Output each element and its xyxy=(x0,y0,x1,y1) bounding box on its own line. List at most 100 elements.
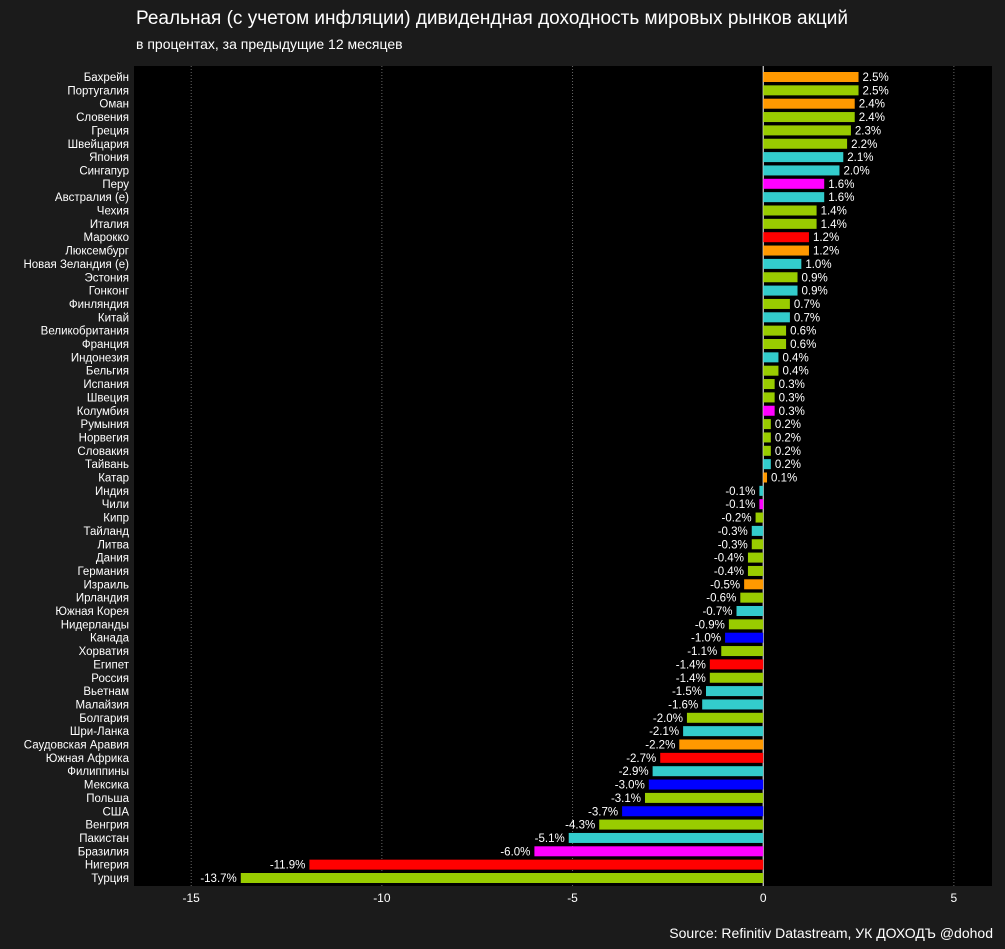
value-label: 0.9% xyxy=(802,286,828,298)
category-label: Вьетнам xyxy=(83,686,129,698)
category-label: Греция xyxy=(91,125,129,137)
value-label: 2.4% xyxy=(859,99,885,111)
bar xyxy=(751,539,764,550)
value-label: -0.3% xyxy=(718,539,748,551)
value-label: 1.6% xyxy=(828,192,854,204)
bar xyxy=(763,285,798,296)
category-label: Турция xyxy=(91,873,129,885)
value-label: -1.0% xyxy=(691,633,721,645)
bar xyxy=(763,272,798,283)
category-label: Тайланд xyxy=(84,526,130,538)
bar xyxy=(747,565,764,576)
value-label: -2.1% xyxy=(649,726,679,738)
value-label: 1.4% xyxy=(821,219,847,231)
value-label: 0.4% xyxy=(782,366,808,378)
category-label: Южная Африка xyxy=(46,753,130,765)
bar xyxy=(763,339,787,349)
value-label: 0.2% xyxy=(775,432,801,444)
value-label: 2.5% xyxy=(863,72,889,84)
category-label: Польша xyxy=(86,793,129,805)
value-label: 0.1% xyxy=(771,473,797,485)
bar xyxy=(534,846,764,857)
value-label: -0.9% xyxy=(695,619,725,631)
value-label: -13.7% xyxy=(200,873,236,885)
bar xyxy=(763,245,809,256)
category-label: Словакия xyxy=(77,446,129,458)
category-label: Колумбия xyxy=(77,406,129,418)
chart-title: Реальная (с учетом инфляции) дивидендная… xyxy=(136,8,849,29)
bar xyxy=(240,873,764,883)
bar xyxy=(740,592,764,603)
bar xyxy=(763,432,771,443)
bar xyxy=(763,405,775,416)
value-label: -2.2% xyxy=(645,740,675,752)
category-label: Китай xyxy=(98,312,129,324)
category-label: Эстония xyxy=(84,272,129,284)
bar xyxy=(763,72,859,82)
value-label: 0.2% xyxy=(775,446,801,458)
category-label: Ирландия xyxy=(76,593,129,605)
bar xyxy=(763,125,851,136)
bar xyxy=(763,112,855,123)
plot-area xyxy=(134,66,992,886)
value-label: -2.7% xyxy=(626,753,656,765)
bar xyxy=(686,712,764,723)
category-label: Бельгия xyxy=(86,366,129,378)
value-label: -1.6% xyxy=(668,699,698,711)
x-tick-label: -10 xyxy=(373,891,391,905)
category-label: Финляндия xyxy=(69,299,129,311)
bar xyxy=(759,499,764,510)
value-label: 2.3% xyxy=(855,125,881,137)
bar xyxy=(763,152,844,163)
value-label: 0.7% xyxy=(794,299,820,311)
value-label: -4.3% xyxy=(565,820,595,832)
value-label: 0.6% xyxy=(790,326,816,338)
bar xyxy=(763,98,855,109)
bar xyxy=(568,832,764,843)
category-label: Италия xyxy=(90,219,129,231)
bar xyxy=(721,646,764,657)
category-label: Австралия (е) xyxy=(55,192,129,204)
category-label: Нидерланды xyxy=(61,619,129,631)
category-label: Венгрия xyxy=(85,820,129,832)
category-label: Марокко xyxy=(84,232,129,244)
category-label: Индия xyxy=(95,486,129,498)
bars xyxy=(240,72,859,883)
value-label: 0.3% xyxy=(779,379,805,391)
bar xyxy=(763,352,779,363)
category-label: Болгария xyxy=(79,713,129,725)
category-label: Чили xyxy=(102,499,129,511)
x-axis: -15 -10 -5 0 5 xyxy=(183,891,958,905)
value-label: -3.7% xyxy=(588,806,618,818)
bar xyxy=(763,325,787,336)
bar xyxy=(706,686,764,697)
category-label: Малайзия xyxy=(75,699,129,711)
value-label: 1.2% xyxy=(813,232,839,244)
category-label: Индонезия xyxy=(71,352,129,364)
bar xyxy=(751,525,764,536)
bar xyxy=(309,859,764,870)
category-label: Швеция xyxy=(87,392,129,404)
bar xyxy=(763,445,771,456)
category-label: Пакистан xyxy=(79,833,129,845)
value-label: -0.5% xyxy=(710,579,740,591)
value-label: -0.4% xyxy=(714,553,744,565)
category-label: Бахрейн xyxy=(84,72,129,84)
value-label: 0.3% xyxy=(779,392,805,404)
bar xyxy=(652,766,764,777)
value-label: 0.6% xyxy=(790,339,816,351)
value-label: 0.3% xyxy=(779,406,805,418)
value-label: 1.6% xyxy=(828,179,854,191)
value-label: -0.4% xyxy=(714,566,744,578)
value-labels: 2.5%2.5%2.4%2.4%2.3%2.2%2.1%2.0%1.6%1.6%… xyxy=(200,72,888,885)
value-label: 1.2% xyxy=(813,246,839,258)
category-label: Чехия xyxy=(97,206,129,218)
bar xyxy=(763,218,817,229)
category-label: Великобритания xyxy=(41,326,129,338)
value-label: -1.1% xyxy=(687,646,717,658)
category-label: Испания xyxy=(83,379,129,391)
category-label: Сингапур xyxy=(79,165,129,177)
bar xyxy=(702,699,764,710)
category-label: Кипр xyxy=(103,513,129,525)
